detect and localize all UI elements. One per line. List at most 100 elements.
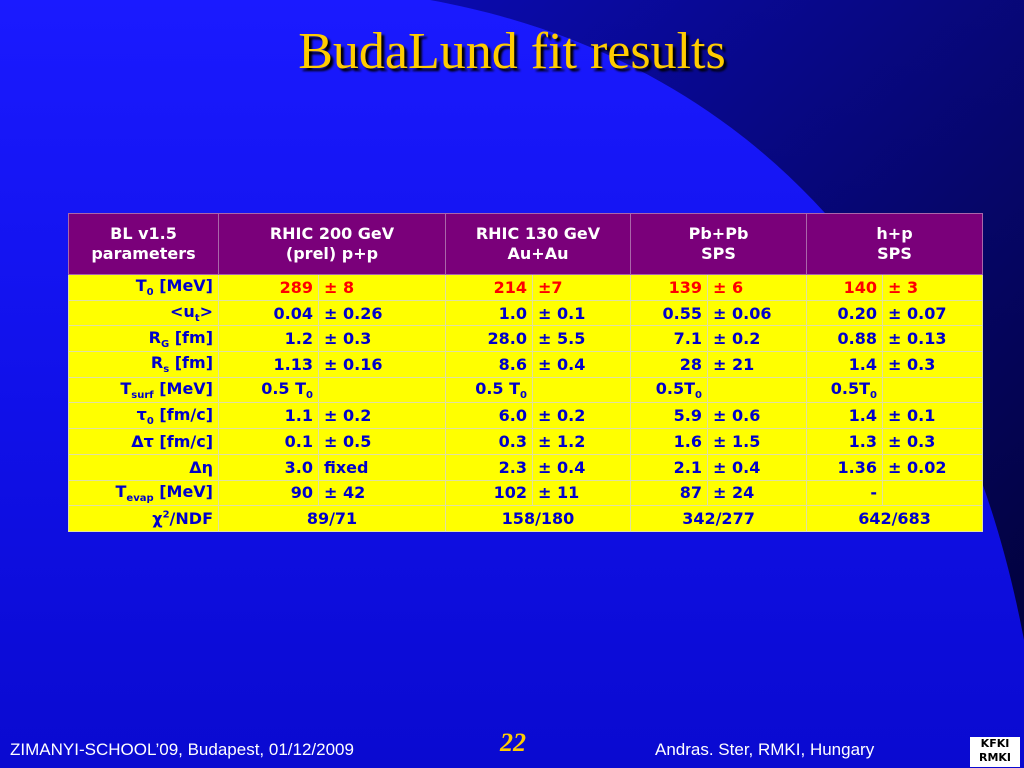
cell-text: 1.3 <box>848 431 878 451</box>
cell-text: 140 <box>843 277 878 297</box>
cell-text: 89/71 <box>306 509 358 529</box>
cell: ± 8 <box>318 274 446 301</box>
cell-text: ± 0.26 <box>324 303 383 323</box>
text-segment: χ <box>152 509 163 529</box>
header-line: Au+Au <box>507 244 569 263</box>
cell: 7.1 <box>630 325 708 353</box>
cell-text: ± 0.3 <box>888 431 936 451</box>
cell-text: ± 0.5 <box>324 431 372 451</box>
text-segment: [MeV] <box>153 481 213 501</box>
cell-text: 2.1 <box>673 457 702 477</box>
cell-text: ± 0.3 <box>324 329 372 349</box>
cell-text: ± 0.4 <box>713 457 761 477</box>
header-cell: Pb+Pb SPS <box>629 213 808 275</box>
cell-text: 6.0 <box>498 406 527 426</box>
row-label: Tsurf [MeV] <box>68 376 219 404</box>
cell-text: 5.9 <box>673 406 702 426</box>
cell: 90 <box>218 479 319 507</box>
cell: ± 0.16 <box>318 351 446 378</box>
cell-text: ± 1.5 <box>713 431 761 451</box>
cell: 1.6 <box>630 428 708 455</box>
header-line: h+p <box>876 224 913 243</box>
cell: 2.3 <box>445 453 533 481</box>
text-segment: [fm] <box>169 353 213 373</box>
cell: 0.3 <box>445 428 533 455</box>
header-line: (prel) p+p <box>285 244 379 263</box>
cell-text: 8.6 <box>498 354 527 374</box>
logo-text: RMKI <box>978 751 1012 764</box>
header-cell: h+p SPS <box>806 213 984 275</box>
cell: 289 <box>218 274 319 301</box>
cell: ± 6 <box>706 274 808 301</box>
table-row: RG [fm] 1.2 ± 0.3 28.0 ± 5.5 7.1 ± 0.2 0.88 ± 0.… <box>68 325 984 353</box>
cell-text: 102 <box>493 483 527 503</box>
cell: 0.04 <box>218 299 319 327</box>
cell-text: ± 1.2 <box>538 431 586 451</box>
cell: 2.1 <box>630 453 708 481</box>
row-label: Δτ [fm/c] <box>68 428 219 455</box>
row-label: τ0 [fm/c] <box>68 402 219 430</box>
row-label: Rs [fm] <box>68 351 219 378</box>
cell: 0.1 <box>218 428 319 455</box>
cell-text: fixed <box>324 457 369 477</box>
cell-text: 139 <box>668 277 702 297</box>
cell <box>706 376 808 404</box>
text-segment: T <box>115 481 127 501</box>
text-segment: T <box>120 379 132 398</box>
cell-text: ± 6 <box>713 277 744 297</box>
table-row: Rs [fm] 1.13 ± 0.16 8.6 ± 0.4 28 ± 21 1.4 ± 0.3 <box>68 351 984 378</box>
cell-text: ± 0.4 <box>538 354 586 374</box>
table-row: T0 [MeV] 289 ± 8 214 ±7 139 ± 6 140 ± 3 <box>68 274 984 301</box>
cell-text: 1.4 <box>848 406 878 426</box>
cell: 87 <box>630 479 708 507</box>
cell-text: 642/683 <box>858 509 931 529</box>
cell: ± 0.02 <box>882 453 984 481</box>
cell-text: 0.3 <box>498 431 527 451</box>
cell-text: ± 11 <box>538 483 580 503</box>
cell-text: 3.0 <box>284 457 313 477</box>
text-segment: 0 <box>870 390 878 402</box>
text-segment: t <box>194 313 200 325</box>
text-segment: surf <box>131 390 154 402</box>
cell: 1.4 <box>806 402 884 430</box>
cell: 1.0 <box>445 299 533 327</box>
cell: ± 0.13 <box>882 325 984 353</box>
cell-text: ± 0.07 <box>888 303 947 323</box>
cell: fixed <box>318 453 446 481</box>
cell: 0.5T0 <box>806 376 884 404</box>
cell-text: 158/180 <box>501 509 575 529</box>
cell: 0.55 <box>630 299 708 327</box>
cell-text: 342/277 <box>682 509 755 529</box>
text-segment: <u <box>170 301 195 321</box>
cell: 0.88 <box>806 325 884 353</box>
cell: 1.1 <box>218 402 319 430</box>
cell-text: - <box>870 483 878 503</box>
logo-text: KFKI <box>980 737 1010 750</box>
cell-text: ± 0.06 <box>713 303 772 323</box>
cell <box>532 376 631 404</box>
header-line: RHIC 200 GeV <box>269 224 395 243</box>
cell-text: ± 0.16 <box>324 354 383 374</box>
header-cell: RHIC 200 GeV (prel) p+p <box>218 213 446 275</box>
header-cell: RHIC 130 GeV Au+Au <box>445 213 631 275</box>
cell-text: ± 0.6 <box>713 406 761 426</box>
header-line: RHIC 130 GeV <box>475 224 601 243</box>
cell-text: ± 5.5 <box>538 329 586 349</box>
cell: ± 0.06 <box>706 299 808 327</box>
cell-text: 1.13 <box>273 354 313 374</box>
cell-text: ± 0.1 <box>888 406 936 426</box>
text-segment: 0.5 T <box>261 379 307 398</box>
cell: ± 0.2 <box>318 402 446 430</box>
cell-text: 0.20 <box>837 303 878 323</box>
cell <box>318 376 446 404</box>
cell-text: ± 0.4 <box>538 457 586 477</box>
cell: 6.0 <box>445 402 533 430</box>
cell: 8.6 <box>445 351 533 378</box>
text-segment: G <box>160 338 170 350</box>
cell: ± 0.3 <box>882 351 984 378</box>
text-segment: 0 <box>146 287 154 299</box>
cell: ± 0.2 <box>532 402 631 430</box>
cell: ± 0.1 <box>882 402 984 430</box>
cell: ± 0.4 <box>706 453 808 481</box>
